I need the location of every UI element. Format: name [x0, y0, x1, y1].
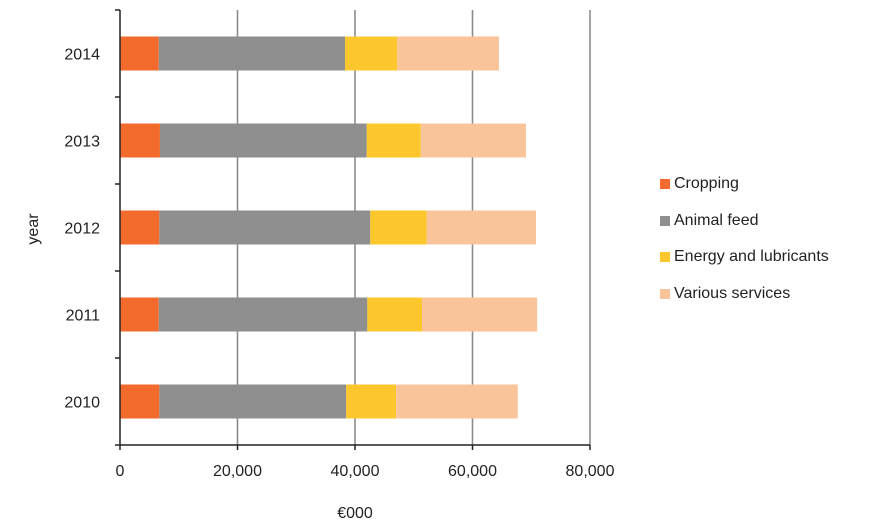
bars	[120, 36, 538, 419]
x-tick-label: 0	[116, 463, 125, 480]
bar-animal-feed-2013	[159, 123, 367, 158]
legend-label: Animal feed	[674, 211, 759, 229]
bar-animal-feed-2014	[158, 36, 346, 71]
bar-animal-feed-2011	[158, 297, 368, 332]
bar-cropping-2014	[120, 36, 159, 71]
legend-label: Various services	[674, 284, 791, 302]
y-tick-label: 2012	[64, 221, 100, 238]
legend-swatch	[660, 288, 670, 299]
bar-various-services-2014	[397, 36, 499, 71]
legend-item: Cropping	[660, 166, 829, 203]
legend-label: Cropping	[674, 175, 739, 193]
legend-swatch	[660, 179, 670, 190]
x-tick-label: 60,000	[448, 463, 497, 480]
bar-various-services-2011	[421, 297, 538, 332]
legend-swatch	[660, 215, 670, 226]
y-tick-label: 2013	[64, 134, 100, 151]
x-tick-labels: 0 20,000 40,000 60,000 80,000	[116, 463, 615, 480]
bar-cropping-2011	[120, 297, 159, 332]
x-axis-title: €000	[337, 505, 373, 522]
bar-cropping-2012	[120, 210, 160, 245]
bar-various-services-2013	[420, 123, 526, 158]
legend-item: Animal feed	[660, 203, 829, 240]
x-tick-label: 20,000	[213, 463, 262, 480]
bar-animal-feed-2010	[159, 384, 347, 419]
bar-various-services-2012	[426, 210, 536, 245]
axes	[115, 9, 591, 450]
bar-cropping-2013	[120, 123, 160, 158]
legend-item: Various services	[660, 276, 829, 313]
legend: Cropping Animal feed Energy and lubricants…	[660, 166, 829, 312]
bar-cropping-2010	[120, 384, 160, 419]
y-axis-title: year	[25, 213, 42, 245]
bar-energy-and-lubricants-2011	[367, 297, 422, 332]
bar-animal-feed-2012	[159, 210, 371, 245]
y-tick-label: 2011	[66, 308, 101, 325]
legend-swatch	[660, 252, 670, 263]
bar-energy-and-lubricants-2014	[345, 36, 398, 71]
legend-label: Energy and lubricants	[674, 248, 829, 266]
bar-energy-and-lubricants-2013	[366, 123, 421, 158]
legend-item: Energy and lubricants	[660, 239, 829, 276]
y-tick-label: 2014	[64, 47, 100, 64]
x-tick-label: 80,000	[566, 463, 615, 480]
bar-energy-and-lubricants-2010	[346, 384, 397, 419]
x-tick-label: 40,000	[331, 463, 380, 480]
y-tick-label: 2010	[64, 395, 100, 412]
bar-various-services-2010	[396, 384, 518, 419]
bar-energy-and-lubricants-2012	[370, 210, 427, 245]
y-tick-labels: 2010 2011 2012 2013 2014	[64, 47, 100, 412]
